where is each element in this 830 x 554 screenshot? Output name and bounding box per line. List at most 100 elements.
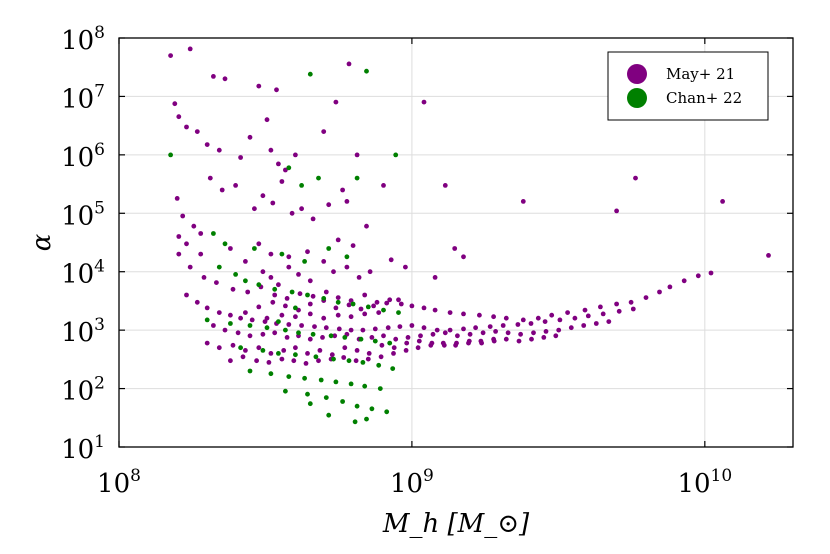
data-point	[356, 275, 362, 280]
data-point	[503, 315, 509, 321]
data-point	[264, 325, 270, 331]
data-point	[243, 278, 248, 284]
data-point	[289, 289, 295, 295]
data-point	[247, 134, 253, 140]
y-tick-label-base: 10	[61, 26, 94, 56]
x-tick-label-exponent: 8	[130, 466, 141, 486]
data-point	[303, 361, 309, 366]
y-axis-label: α	[27, 233, 57, 251]
data-point	[362, 292, 368, 298]
data-point	[405, 335, 411, 340]
data-point	[307, 71, 313, 77]
data-point	[467, 331, 473, 337]
data-point	[276, 161, 281, 167]
data-point	[216, 345, 222, 351]
data-point	[260, 269, 266, 275]
data-point	[447, 310, 453, 315]
data-point	[268, 351, 274, 356]
data-point	[194, 129, 200, 135]
data-point	[222, 241, 228, 247]
data-point	[354, 175, 360, 181]
data-point	[293, 152, 298, 158]
data-point	[372, 338, 378, 344]
data-point	[340, 187, 345, 193]
data-point	[293, 345, 298, 351]
data-point	[296, 330, 301, 336]
series-may-21	[168, 46, 771, 366]
y-tick-label: 101	[61, 432, 105, 465]
data-point	[600, 311, 606, 317]
data-point	[630, 306, 636, 312]
data-point	[211, 231, 216, 236]
data-point	[291, 358, 297, 364]
data-point	[348, 327, 354, 333]
data-point	[378, 354, 384, 360]
data-point	[473, 325, 478, 331]
data-point	[369, 406, 375, 412]
y-tick-label: 103	[61, 315, 105, 348]
data-point	[211, 74, 216, 79]
data-point	[168, 53, 174, 58]
data-point	[283, 167, 288, 173]
data-point	[172, 101, 178, 107]
legend-marker	[627, 64, 647, 84]
data-point	[354, 348, 360, 353]
data-point	[606, 319, 612, 324]
data-point	[333, 379, 339, 385]
data-point	[418, 333, 423, 339]
data-point	[369, 335, 375, 340]
data-point	[364, 68, 369, 74]
data-point	[477, 312, 482, 318]
data-point	[543, 329, 549, 334]
data-point	[268, 371, 274, 377]
data-point	[335, 312, 341, 318]
y-tick-label-base: 10	[61, 260, 94, 290]
data-point	[296, 272, 301, 277]
data-point	[219, 187, 225, 193]
data-point	[316, 358, 321, 364]
data-point	[350, 301, 356, 307]
data-point	[342, 335, 348, 340]
data-point	[176, 234, 182, 239]
data-point	[528, 321, 534, 326]
data-point	[657, 289, 662, 295]
data-point	[344, 199, 350, 204]
data-point	[452, 246, 458, 251]
data-point	[254, 358, 259, 364]
data-point	[384, 409, 390, 415]
y-tick-label-exponent: 6	[94, 140, 105, 160]
y-tick-label-exponent: 2	[94, 374, 105, 394]
data-point	[376, 310, 382, 315]
data-point	[321, 296, 327, 301]
data-point	[346, 358, 352, 364]
data-point	[362, 311, 368, 317]
data-point	[493, 329, 498, 334]
data-point	[270, 299, 276, 305]
data-point	[371, 303, 376, 309]
data-point	[352, 419, 358, 425]
legend-marker	[627, 88, 647, 108]
data-point	[385, 325, 391, 331]
data-point	[708, 270, 714, 276]
data-point	[453, 342, 458, 348]
data-point	[614, 301, 619, 307]
data-point	[321, 315, 327, 321]
data-point	[598, 304, 603, 310]
data-point	[614, 208, 619, 214]
data-point	[317, 348, 323, 353]
data-point	[286, 254, 292, 260]
data-point	[430, 331, 436, 337]
data-point	[643, 295, 649, 300]
data-point	[628, 299, 634, 305]
x-tick-label-exponent: 10	[711, 466, 733, 486]
data-point	[245, 289, 251, 295]
data-point	[264, 117, 270, 123]
data-point	[176, 251, 182, 257]
y-tick-label: 108	[61, 23, 105, 56]
data-point	[766, 253, 771, 258]
data-point	[572, 315, 578, 321]
data-point	[307, 401, 313, 407]
data-point	[397, 324, 403, 329]
data-point	[396, 297, 401, 303]
data-point	[455, 333, 460, 339]
